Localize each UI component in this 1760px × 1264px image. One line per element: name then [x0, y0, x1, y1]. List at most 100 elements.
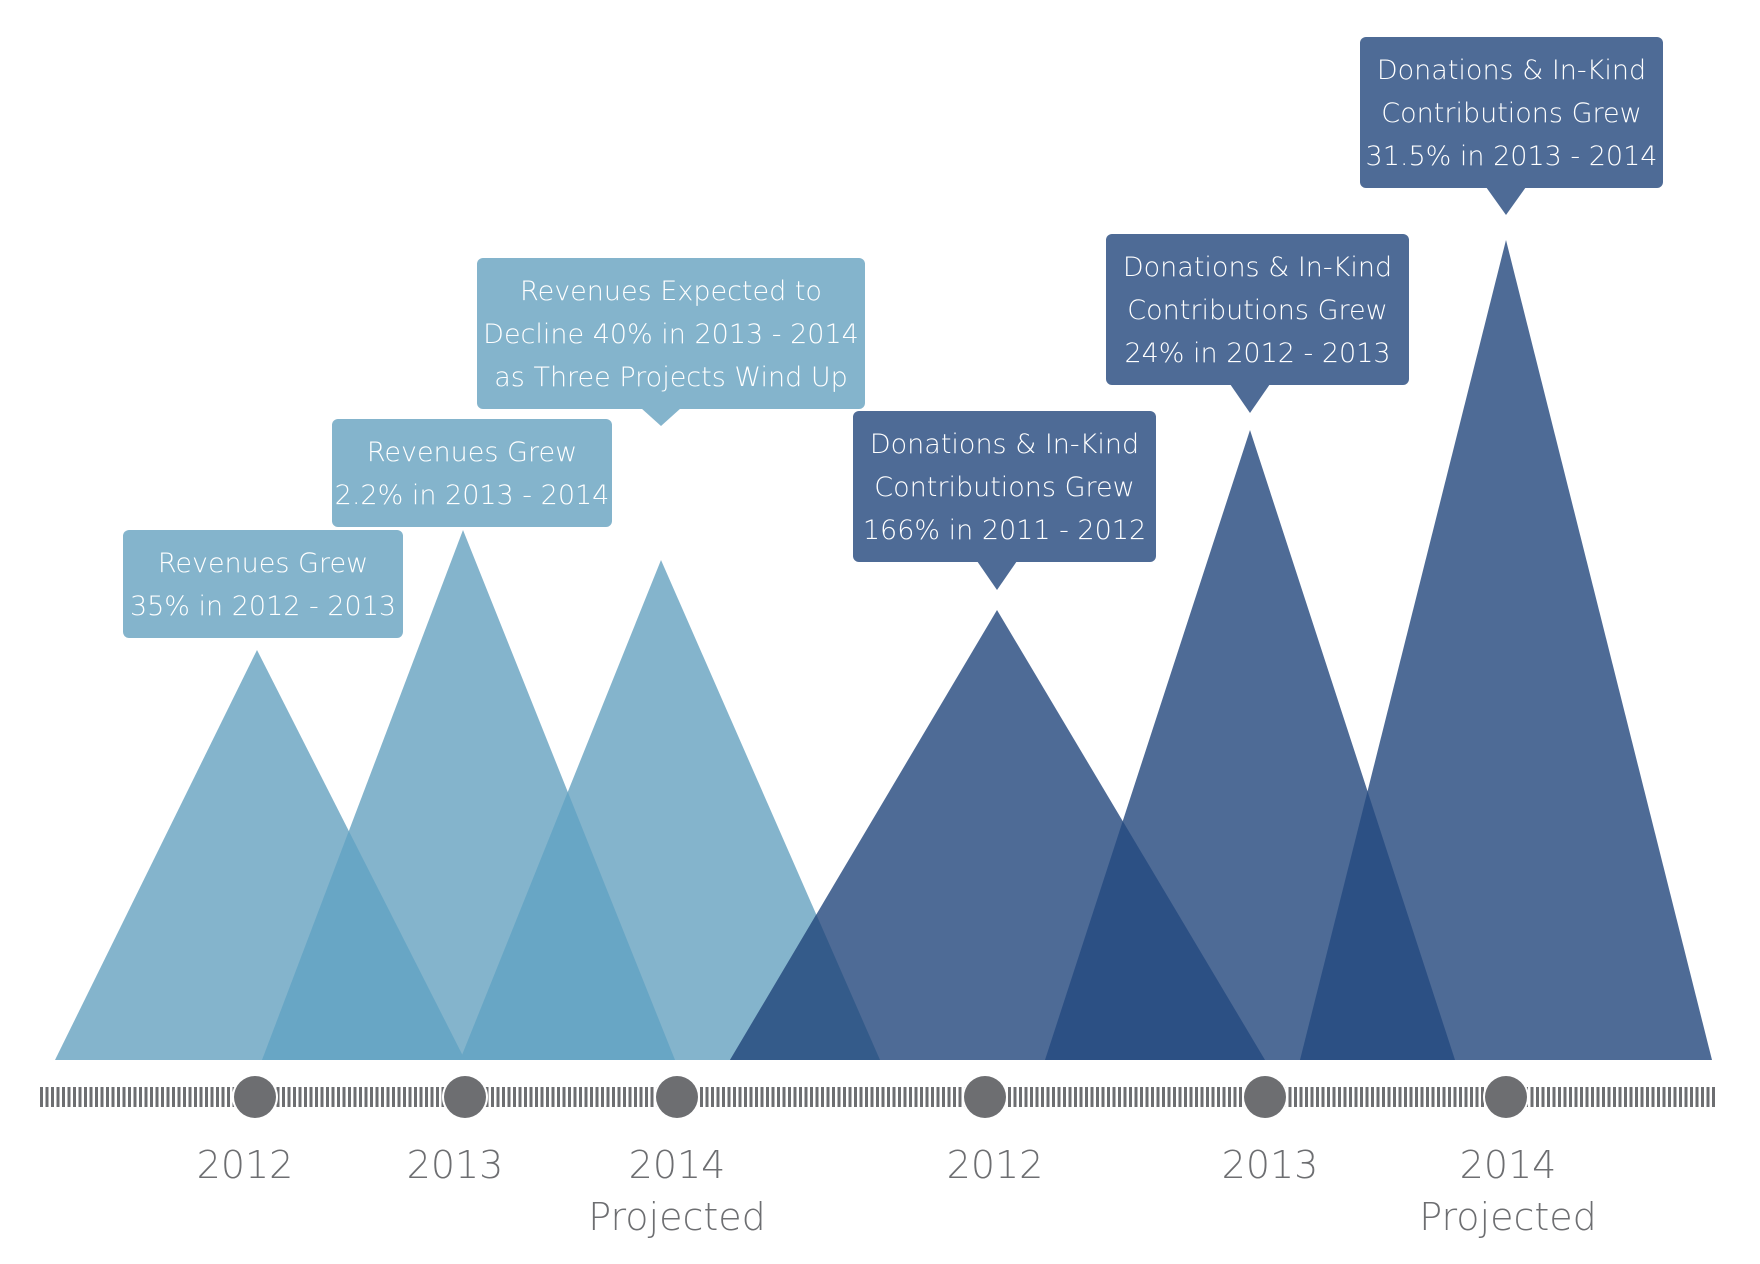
timeline-tick	[375, 1087, 379, 1107]
timeline-tick	[1629, 1087, 1633, 1107]
timeline-tick	[144, 1087, 148, 1107]
year-sublabel-donation-2014: Projected	[1419, 1195, 1597, 1239]
timeline-tick	[1052, 1087, 1055, 1107]
timeline-tick	[1079, 1087, 1083, 1107]
callout-line: 2.2% in 2013 - 2014	[335, 480, 610, 511]
timeline-tick	[1140, 1087, 1143, 1107]
callout-box	[1360, 37, 1663, 188]
timeline-tick	[881, 1087, 885, 1107]
timeline-tick	[1063, 1087, 1066, 1107]
timeline-tick	[700, 1087, 703, 1107]
callout-revenue-2013: Revenues Grew 2.2% in 2013 - 2014	[332, 419, 612, 527]
timeline-tick	[188, 1087, 192, 1107]
timeline-tick	[1156, 1087, 1160, 1107]
timeline-tick	[414, 1087, 417, 1107]
timeline-tick	[1596, 1087, 1600, 1107]
timeline-tick	[920, 1087, 923, 1107]
timeline-tick	[304, 1087, 307, 1107]
callout-box	[853, 411, 1156, 562]
timeline-tick	[1651, 1087, 1655, 1107]
timeline-dot-donation-2012	[964, 1076, 1006, 1118]
callout-pointer	[443, 522, 483, 526]
timeline-tick	[150, 1087, 153, 1107]
timeline-tick	[282, 1087, 285, 1107]
year-label-revenue-2014: 2014	[629, 1143, 726, 1187]
year-label-donation-2012: 2012	[947, 1143, 1044, 1187]
callout-donation-2012: Donations & In-Kind Contributions Grew 166…	[853, 411, 1156, 590]
callout-line: Donations & In-Kind	[1377, 55, 1646, 86]
callout-line: Donations & In-Kind	[870, 429, 1139, 460]
timeline-tick	[573, 1087, 577, 1107]
timeline-tick	[1382, 1087, 1385, 1107]
timeline-tick	[1409, 1087, 1413, 1107]
timeline-tick	[584, 1087, 588, 1107]
timeline-tick	[1151, 1087, 1154, 1107]
timeline-tick	[1046, 1087, 1050, 1107]
timeline-tick	[1019, 1087, 1022, 1107]
callout-line: 35% in 2012 - 2013	[130, 591, 396, 622]
timeline	[40, 1074, 1715, 1120]
callout-donation-2014: Donations & In-Kind Contributions Grew 31.…	[1360, 37, 1663, 215]
timeline-tick	[612, 1087, 615, 1107]
timeline-tick	[73, 1087, 76, 1107]
timeline-tick	[1646, 1087, 1649, 1107]
callout-revenue-2014: Revenues Expected to Decline 40% in 2013 …	[477, 258, 865, 426]
timeline-tick	[111, 1087, 115, 1107]
timeline-tick	[513, 1087, 516, 1107]
timeline-tick	[1470, 1087, 1473, 1107]
timeline-tick	[766, 1087, 769, 1107]
timeline-tick	[1585, 1087, 1589, 1107]
callout-line: Contributions Grew	[1381, 98, 1641, 129]
timeline-tick	[1371, 1087, 1374, 1107]
timeline-tick	[1530, 1087, 1534, 1107]
timeline-tick	[56, 1087, 60, 1107]
timeline-tick	[1338, 1087, 1341, 1107]
timeline-tick	[623, 1087, 626, 1107]
timeline-tick	[425, 1087, 428, 1107]
timeline-tick	[397, 1087, 401, 1107]
timeline-tick	[1360, 1087, 1363, 1107]
timeline-tick	[777, 1087, 780, 1107]
timeline-tick	[1442, 1087, 1446, 1107]
timeline-dot-revenue-2012	[234, 1076, 276, 1118]
timeline-tick	[1420, 1087, 1424, 1107]
timeline-tick	[106, 1087, 109, 1107]
timeline-tick	[606, 1087, 610, 1107]
timeline-tick	[1431, 1087, 1435, 1107]
timeline-tick	[1541, 1087, 1545, 1107]
timeline-tick	[1090, 1087, 1094, 1107]
timeline-tick	[496, 1087, 500, 1107]
timeline-tick	[711, 1087, 714, 1107]
callout-box	[332, 419, 612, 527]
timeline-tick	[1074, 1087, 1077, 1107]
timeline-tick	[491, 1087, 494, 1107]
timeline-tick	[161, 1087, 164, 1107]
callout-line: Donations & In-Kind	[1123, 252, 1392, 283]
timeline-tick	[909, 1087, 912, 1107]
timeline-tick	[1365, 1087, 1369, 1107]
timeline-tick	[628, 1087, 632, 1107]
timeline-tick	[1206, 1087, 1209, 1107]
timeline-tick	[601, 1087, 604, 1107]
timeline-tick	[342, 1087, 346, 1107]
timeline-tick	[518, 1087, 522, 1107]
timeline-tick	[155, 1087, 159, 1107]
timeline-tick	[353, 1087, 357, 1107]
timeline-tick	[210, 1087, 214, 1107]
timeline-tick	[832, 1087, 835, 1107]
timeline-tick	[551, 1087, 555, 1107]
timeline-tick	[634, 1087, 637, 1107]
timeline-tick	[1013, 1087, 1017, 1107]
timeline-tick	[221, 1087, 225, 1107]
timeline-tick	[1310, 1087, 1314, 1107]
year-label-revenue-2013: 2013	[407, 1143, 504, 1187]
timeline-tick	[1233, 1087, 1237, 1107]
timeline-tick	[1618, 1087, 1622, 1107]
timeline-tick	[1189, 1087, 1193, 1107]
timeline-tick	[403, 1087, 406, 1107]
callout-box	[1106, 234, 1409, 385]
timeline-tick	[199, 1087, 203, 1107]
timeline-tick	[1184, 1087, 1187, 1107]
timeline-tick	[337, 1087, 340, 1107]
